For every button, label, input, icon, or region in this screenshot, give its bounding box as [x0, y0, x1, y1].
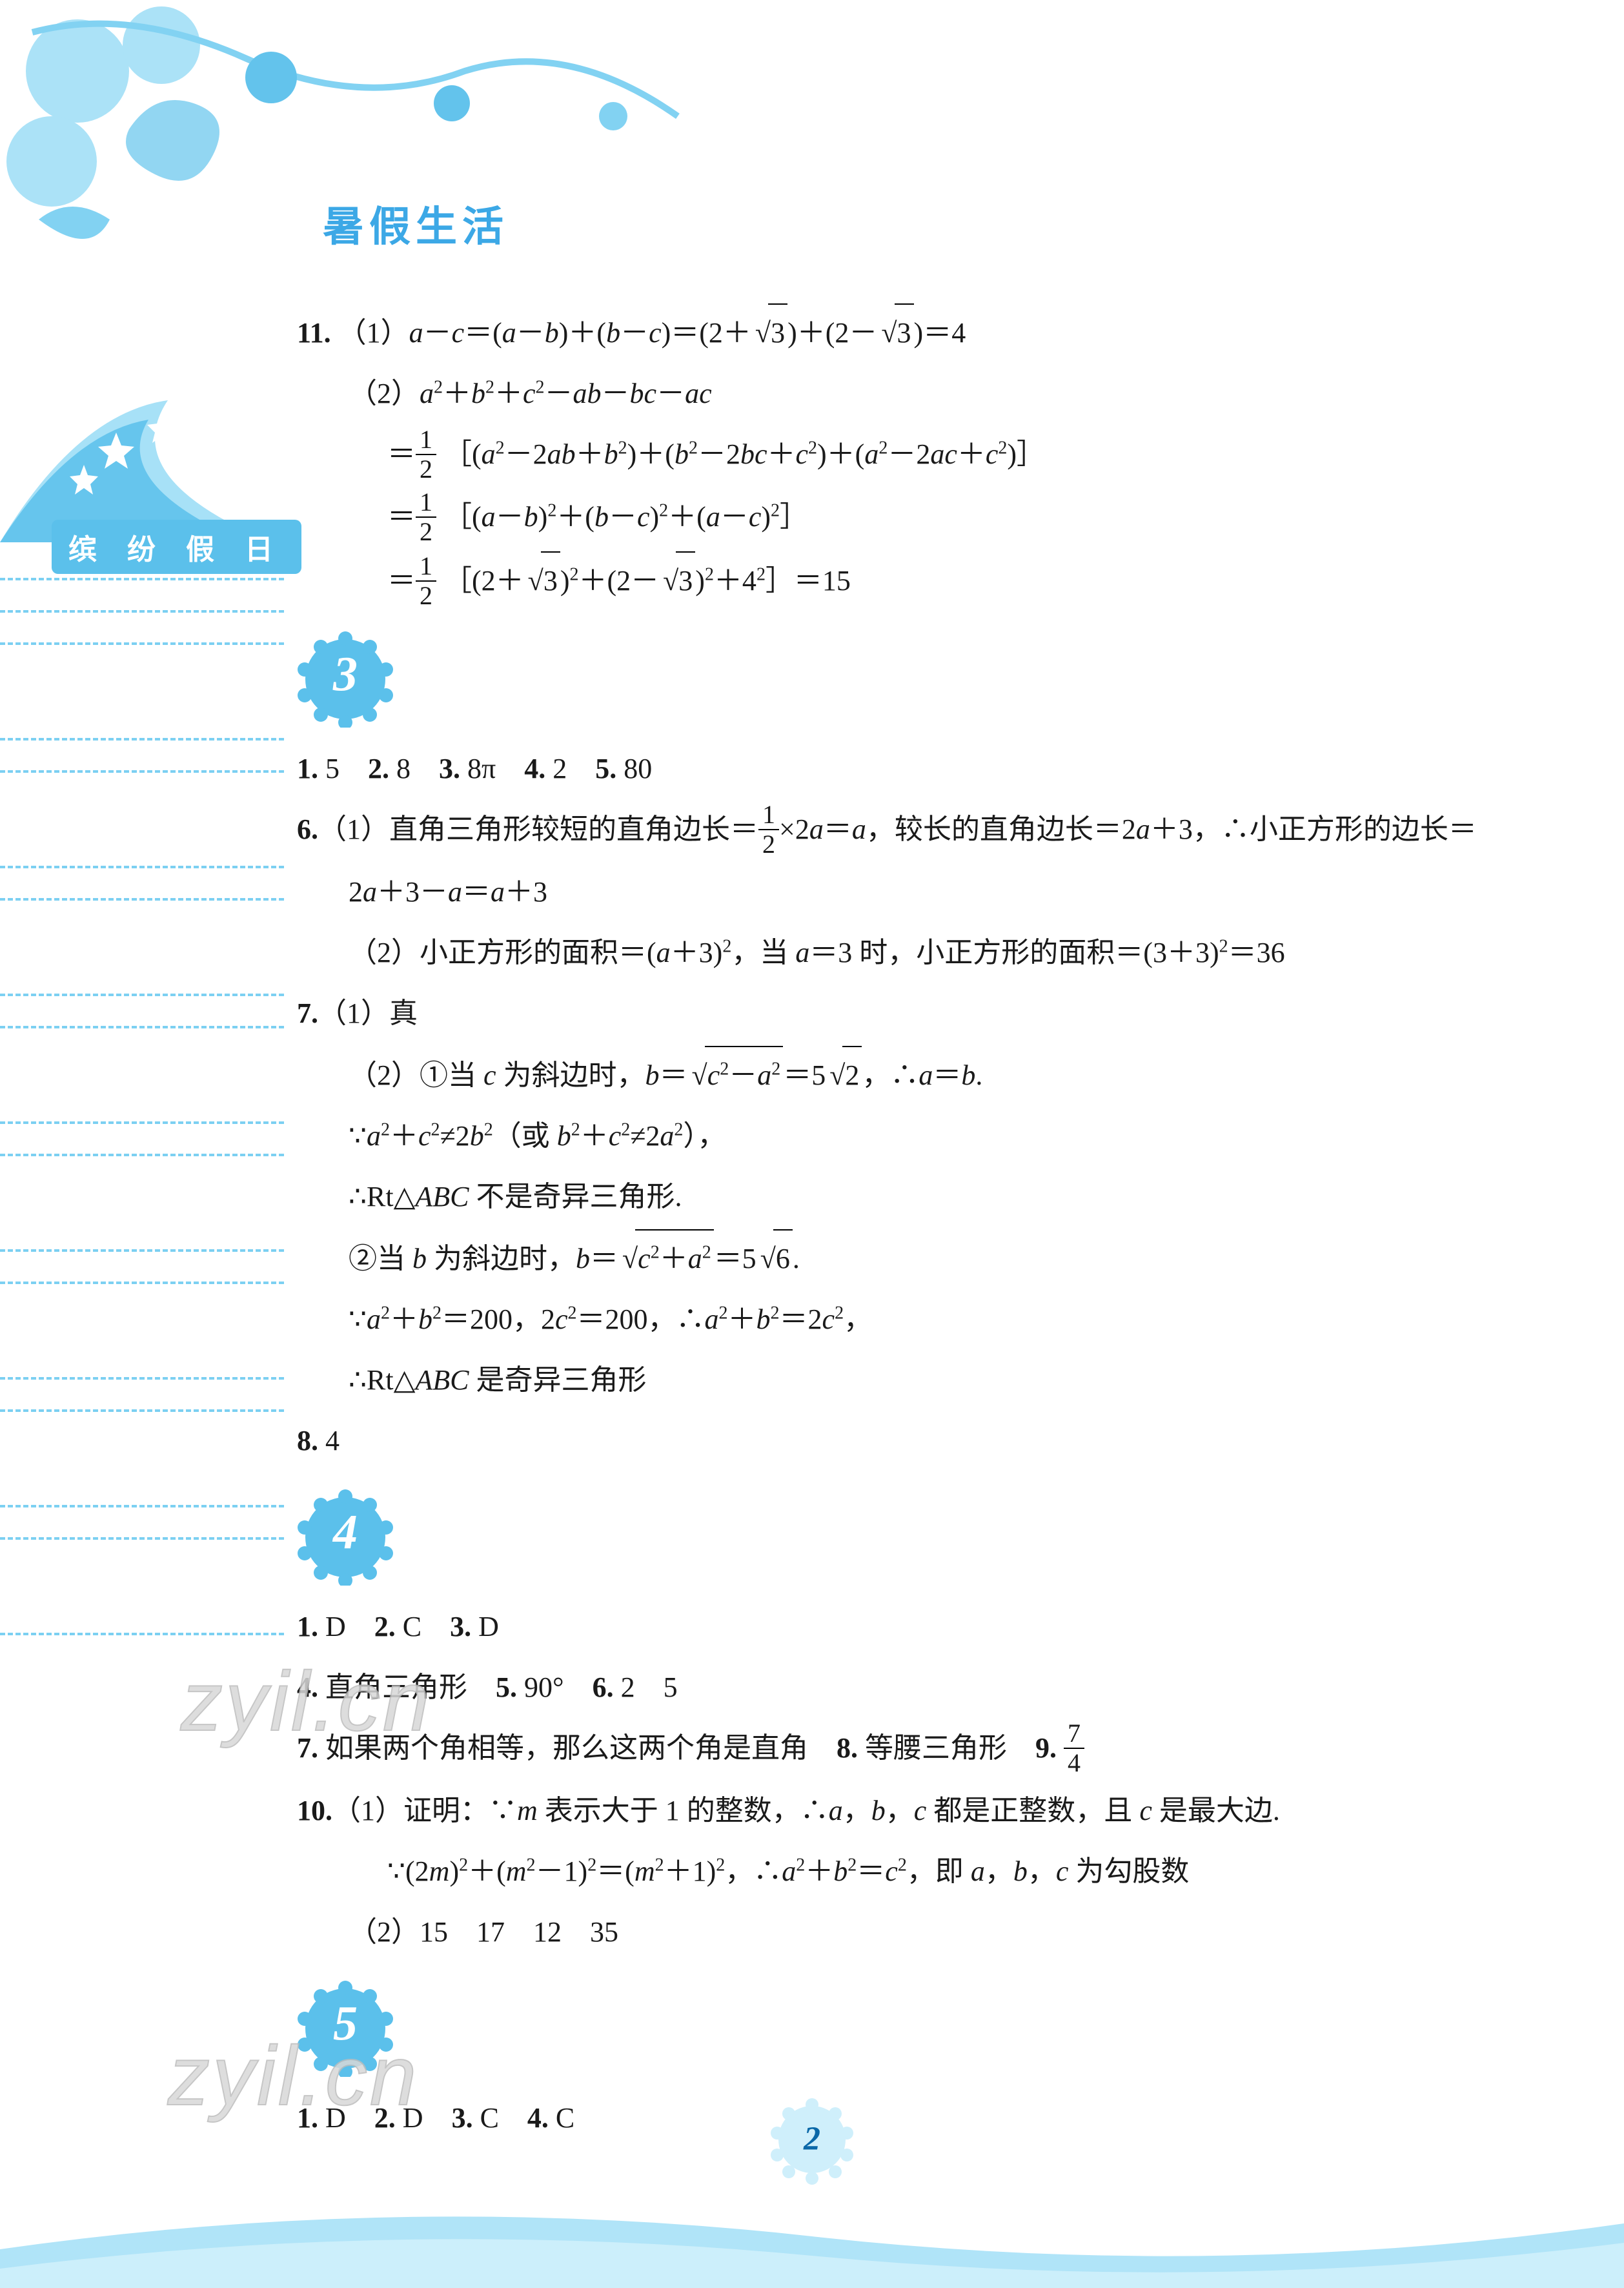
- sec3-q7-p1: 7.（1）真: [297, 985, 1523, 1042]
- sec4-q10-p2: ∵(2m)2＋(m2－1)2＝(m2＋1)2，∴a2＋b2＝c2，即 a，b，c…: [297, 1843, 1523, 1900]
- page-number-badge: 2: [767, 2094, 857, 2185]
- flower-decoration: [0, 0, 775, 323]
- q11-p5: ＝12 ［(2＋3)2＋(2－3)2＋42］＝15: [297, 551, 1523, 611]
- q11-p1: 11. （1）a－c＝(a－b)＋(b－c)＝(2＋3)＋(2－3)＝4: [297, 303, 1523, 362]
- section-badge-3: 3: [297, 631, 394, 728]
- content-body: 11. （1）a－c＝(a－b)＋(b－c)＝(2＋3)＋(2－3)＝4 （2）…: [297, 303, 1523, 2150]
- sec3-q7-p2: （2）①当 c 为斜边时，b＝c2－a2＝52，∴a＝b.: [297, 1046, 1523, 1104]
- sec4-q7-9: 7. 如果两个角相等，那么这两个角是直角 8. 等腰三角形 9. 74: [297, 1720, 1523, 1779]
- sec5-line1: 1. D 2. D 3. C 4. C: [297, 2090, 1523, 2147]
- section-badge-4: 4: [297, 1489, 394, 1586]
- watermark-2: zyil.cn: [168, 2027, 419, 2124]
- sec3-q6-p2: 2a＋3－a＝a＋3: [297, 864, 1523, 921]
- sec3-q7-p3: ∵a2＋c2≠2b2（或 b2＋c2≠2a2），: [297, 1108, 1523, 1165]
- sec3-q6-p1: 6.（1）直角三角形较短的直角边长＝12×2a＝a，较长的直角边长＝2a＋3，∴…: [297, 801, 1523, 860]
- watermark-1: zyil.cn: [181, 1653, 432, 1750]
- sec3-q7-p6: ∵a2＋b2＝200，2c2＝200，∴a2＋b2＝2c2，: [297, 1291, 1523, 1348]
- sec4-line2: 4. 直角三角形 5. 90° 6. 2 5: [297, 1659, 1523, 1716]
- sec3-q7-p5: ②当 b 为斜边时，b＝c2＋a2＝56.: [297, 1229, 1523, 1287]
- side-badge-label: 缤 纷 假 日: [52, 520, 301, 574]
- sec3-q8: 8. 4: [297, 1413, 1523, 1469]
- bottom-wave-decoration: [0, 2172, 1624, 2288]
- sec3-line1: 1. 5 2. 8 3. 8π 4. 2 5. 80: [297, 741, 1523, 797]
- sec4-q10-p3: （2）15 17 12 35: [297, 1904, 1523, 1961]
- sec4-q10-p1: 10.（1）证明：∵m 表示大于 1 的整数，∴a，b，c 都是正整数，且 c …: [297, 1782, 1523, 1839]
- q11-p4: ＝12 ［(a－b)2＋(b－c)2＋(a－c)2］: [297, 489, 1523, 547]
- q11-p2: （2）a2＋b2＋c2－ab－bc－ac: [297, 365, 1523, 422]
- q11-p3: ＝12 ［(a2－2ab＋b2)＋(b2－2bc＋c2)＋(a2－2ac＋c2)…: [297, 426, 1523, 485]
- page-title: 暑假生活: [323, 194, 509, 253]
- sec3-q7-p4: ∴Rt△ABC 不是奇异三角形.: [297, 1169, 1523, 1225]
- sec3-q6-p3: （2）小正方形的面积＝(a＋3)2，当 a＝3 时，小正方形的面积＝(3＋3)2…: [297, 924, 1523, 981]
- sec4-line1: 1. D 2. C 3. D: [297, 1599, 1523, 1655]
- sec3-q7-p7: ∴Rt△ABC 是奇异三角形: [297, 1352, 1523, 1409]
